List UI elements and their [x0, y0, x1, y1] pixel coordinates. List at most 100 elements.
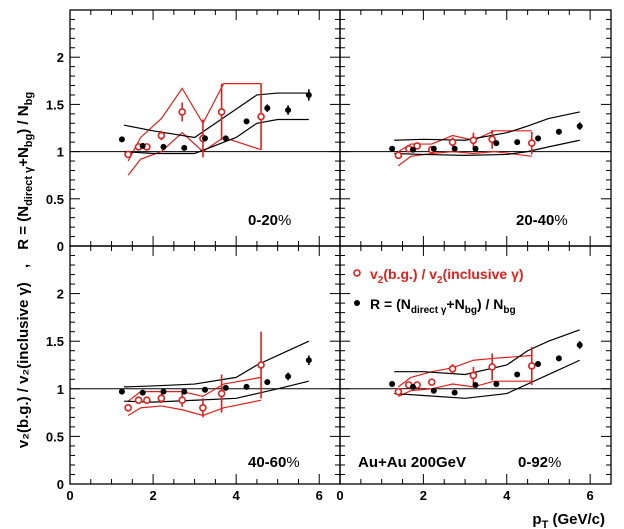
data-point-filled	[514, 371, 521, 378]
x-axis-title-sub: T	[542, 519, 549, 529]
data-point-filled	[409, 383, 416, 390]
data-point-filled	[222, 384, 229, 391]
data-point-filled	[305, 357, 312, 364]
y-axis-title-sub1: direct γ	[23, 166, 35, 206]
y-axis-title-upper: R = (N	[15, 206, 32, 250]
data-point-open	[217, 389, 226, 398]
data-point-open	[413, 142, 421, 150]
legend-red-sub1: 2	[378, 275, 384, 286]
y-axis-title-end: ) / N	[15, 105, 32, 133]
data-point-filled	[118, 136, 125, 143]
x-axis-title-unit: (GeV/c)	[548, 511, 605, 528]
y-tick-label: 2	[57, 50, 64, 65]
centrality-value: 20-40	[516, 212, 554, 229]
y-axis-title: v₂(b.g.) / v₂(inclusive γ) , R = (Ndirec…	[15, 92, 35, 448]
legend-black-end: ) / N	[477, 296, 503, 312]
data-point-open	[469, 371, 478, 380]
data-point-open	[394, 387, 403, 396]
data-point-open	[488, 135, 496, 144]
band-lower-red	[127, 399, 262, 417]
data-point-filled	[576, 342, 583, 349]
x-tick-label: 2	[149, 488, 156, 503]
data-point-filled	[514, 139, 521, 146]
y-tick-label: 0	[57, 239, 64, 254]
band-lower-black	[123, 118, 309, 155]
y-tick-label: 1.5	[46, 97, 64, 112]
legend-red-label: v2(b.g.) / v2(inclusive γ)	[370, 266, 524, 286]
data-point-filled	[202, 135, 208, 142]
data-point-open	[427, 378, 436, 386]
panels-group: 00.511.520-20% 20-40%00.511.520 2 4 640-60%0…	[46, 9, 612, 503]
band-lower-red	[398, 380, 532, 397]
data-point-filled	[243, 118, 250, 125]
data-point-open	[143, 396, 151, 405]
panel-frame	[69, 9, 341, 247]
data-point-open	[178, 396, 186, 405]
centrality-value: 40-60	[248, 454, 286, 471]
data-point-filled	[181, 144, 188, 151]
y-tick-label: 0.5	[46, 429, 64, 444]
legend-black-mid: +N	[446, 296, 464, 312]
data-point-filled	[430, 387, 437, 394]
data-point-open	[157, 131, 166, 140]
data-point-filled	[535, 361, 542, 368]
centrality-label: 40-60%	[248, 454, 300, 471]
band-upper-red	[127, 83, 262, 162]
x-tick-label: 2	[420, 488, 427, 503]
centrality-value: 0-92	[518, 454, 548, 471]
y-axis-title-sub3: bg	[23, 92, 35, 105]
data-point-filled	[493, 140, 500, 147]
data-point-open	[134, 396, 143, 405]
band-upper-black	[394, 329, 580, 376]
data-point-open	[257, 112, 265, 121]
centrality-percent: %	[286, 454, 299, 471]
y-tick-label: 1	[57, 145, 64, 160]
data-point-filled	[118, 388, 125, 395]
data-point-filled	[222, 135, 229, 142]
data-point-open	[469, 136, 478, 145]
x-axis-title: pT (GeV/c)	[532, 511, 605, 529]
data-point-open	[448, 138, 457, 146]
data-point-filled	[264, 105, 271, 112]
data-point-filled	[493, 381, 500, 388]
legend-red-end: (inclusive γ)	[443, 266, 524, 282]
data-point-open	[394, 151, 403, 160]
data-point-filled	[139, 142, 146, 149]
panel-top-right: 20-40%	[339, 9, 612, 247]
data-point-open	[124, 404, 132, 412]
x-tick-label: 6	[587, 488, 594, 503]
x-tick-label: 6	[316, 488, 323, 503]
legend: v2(b.g.) / v2(inclusive γ) R = (Ndirect …	[353, 266, 524, 316]
data-point-filled	[389, 381, 396, 388]
band-lower-red	[398, 150, 532, 167]
y-axis-title-sep: ,	[15, 264, 32, 268]
band-lower-black	[394, 359, 580, 399]
data-point-open	[448, 365, 457, 373]
panel-bottom-left: 0 0.5 1 1.5 2 0 2 4 6 40-60%	[46, 245, 341, 503]
data-point-filled	[472, 145, 479, 152]
data-point-open	[124, 150, 132, 159]
data-point-filled	[389, 145, 396, 152]
data-point-filled	[305, 91, 312, 98]
y-tick-label: 0	[57, 477, 64, 492]
centrality-value: 0-20	[248, 212, 278, 229]
legend-red-main: v	[370, 266, 378, 282]
band-lower-black	[123, 380, 309, 403]
y-tick-label: 1.5	[46, 334, 64, 349]
legend-black-sub2: bg	[465, 305, 477, 316]
band-upper-red	[398, 130, 532, 153]
panel-bottom-right: 0 2 4 6 0-92%	[336, 245, 612, 503]
system-label: Au+Au 200GeV	[358, 454, 466, 471]
y-axis-title-sub2: bg	[23, 134, 35, 147]
centrality-percent: %	[278, 212, 291, 229]
x-axis-title-main: p	[532, 511, 541, 528]
data-point-filled	[451, 389, 458, 396]
data-point-open	[157, 394, 166, 403]
data-point-filled	[576, 123, 583, 130]
panel-top-left: 0 0.5 1 1.5 2 0-20%	[46, 9, 341, 254]
data-point-open	[257, 361, 265, 369]
y-axis-title-mid: +N	[15, 147, 32, 167]
data-point-filled	[285, 373, 292, 380]
data-point-filled	[160, 388, 167, 395]
data-point-filled	[472, 381, 479, 388]
